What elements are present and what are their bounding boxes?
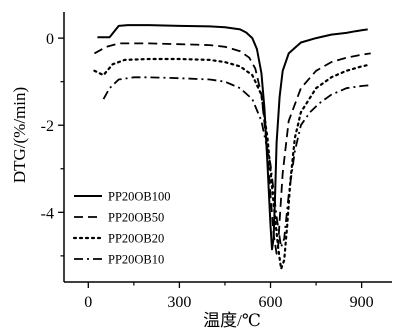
- y-tick-label-0: 0: [46, 31, 54, 48]
- legend-label-1: PP20OB100: [108, 190, 171, 204]
- series-line-2: [93, 42, 371, 255]
- legend: PP20OB100 PP20OB50 PP20OB20 PP20OB10: [72, 190, 171, 267]
- legend-label-3: PP20OB20: [108, 232, 164, 246]
- series-line-1: [97, 24, 368, 251]
- plot-lines: [93, 24, 371, 270]
- axes: 0 300 600 900 0 -2 -4: [41, 12, 392, 311]
- y-tick-label--4: -4: [41, 205, 54, 222]
- x-tick-label-300: 300: [167, 294, 191, 311]
- x-tick-label-0: 0: [84, 294, 92, 311]
- x-tick-label-900: 900: [350, 294, 374, 311]
- legend-label-4: PP20OB10: [108, 253, 164, 267]
- legend-label-2: PP20OB50: [108, 211, 164, 225]
- y-axis-label: DTG/(%/min): [10, 87, 29, 183]
- series-line-4: [102, 76, 371, 249]
- x-tick-label-600: 600: [259, 294, 283, 311]
- y-tick-label--2: -2: [41, 118, 54, 135]
- series-line-3: [93, 57, 369, 270]
- x-axis-label: 温度/℃: [203, 311, 261, 330]
